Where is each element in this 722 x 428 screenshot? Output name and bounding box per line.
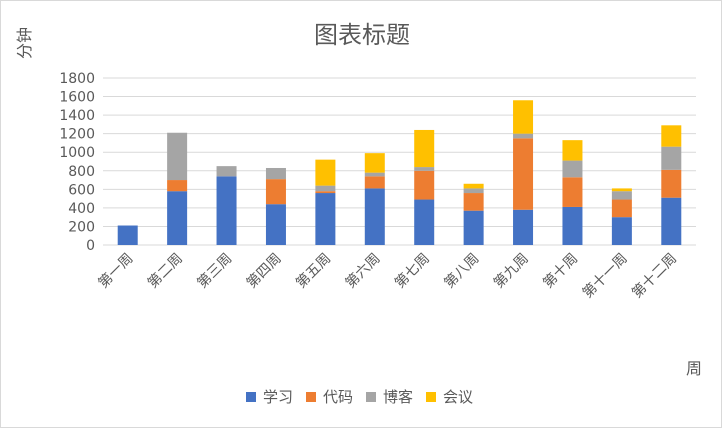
bar-segment bbox=[265, 204, 286, 245]
bar-segment bbox=[661, 197, 682, 245]
bar-segment bbox=[611, 191, 632, 200]
x-tick-label: 第八周 bbox=[441, 250, 483, 292]
bar-segment bbox=[611, 199, 632, 218]
legend-swatch bbox=[306, 392, 316, 402]
bar-segment bbox=[611, 217, 632, 245]
x-tick-label: 第五周 bbox=[292, 250, 334, 292]
legend-swatch bbox=[366, 392, 376, 402]
bar-segment bbox=[513, 209, 534, 245]
bars bbox=[117, 100, 682, 245]
bar-segment bbox=[315, 193, 336, 245]
bar-segment bbox=[661, 169, 682, 198]
bar-segment bbox=[265, 179, 286, 205]
y-tick-label: 600 bbox=[68, 182, 95, 198]
x-tick-label: 第四周 bbox=[243, 250, 285, 292]
x-tick-label: 第十二周 bbox=[629, 250, 681, 302]
y-tick-label: 800 bbox=[68, 164, 95, 180]
bar-segment bbox=[611, 188, 632, 192]
bar-segment bbox=[414, 170, 435, 200]
bar-segment bbox=[364, 188, 385, 245]
x-tick-label: 第九周 bbox=[490, 250, 532, 292]
legend: 学习 代码 博客 会议 bbox=[246, 388, 473, 406]
x-axis-label: 周 bbox=[686, 359, 702, 378]
legend-swatch bbox=[426, 392, 436, 402]
bar-segment bbox=[414, 129, 435, 168]
legend-label: 会议 bbox=[443, 388, 473, 406]
bar-segment bbox=[414, 167, 435, 171]
y-tick-label: 1000 bbox=[59, 145, 95, 161]
y-tick-label: 1600 bbox=[59, 90, 95, 106]
bar-segment bbox=[463, 183, 484, 189]
bar-segment bbox=[562, 177, 583, 207]
bar-segment bbox=[661, 146, 682, 170]
x-tick-label: 第三周 bbox=[194, 250, 236, 292]
x-tick-label: 第十一周 bbox=[579, 250, 631, 302]
legend-label: 博客 bbox=[383, 388, 413, 406]
gridlines bbox=[103, 77, 696, 246]
bar-segment bbox=[117, 225, 138, 245]
bar-segment bbox=[562, 206, 583, 245]
bar-segment bbox=[661, 125, 682, 147]
y-tick-label: 1400 bbox=[59, 108, 95, 124]
bar-segment bbox=[167, 180, 188, 192]
bar-segment bbox=[216, 176, 237, 245]
legend-label: 代码 bbox=[323, 388, 353, 406]
bar-segment bbox=[463, 193, 484, 211]
x-tick-label: 第二周 bbox=[144, 250, 186, 292]
bar-segment bbox=[414, 199, 435, 245]
bar-segment bbox=[463, 210, 484, 245]
x-tick-label: 第六周 bbox=[342, 250, 384, 292]
legend-swatch bbox=[246, 392, 256, 402]
bar-segment bbox=[167, 191, 188, 245]
x-tick-label: 第一周 bbox=[95, 250, 137, 292]
bar-segment bbox=[463, 188, 484, 194]
x-tick-label: 第十周 bbox=[540, 250, 582, 292]
bar-segment bbox=[364, 176, 385, 189]
bar-segment bbox=[513, 100, 534, 134]
chart-title: 图表标题 bbox=[314, 21, 410, 49]
x-tick-label: 第七周 bbox=[391, 250, 433, 292]
y-tick-label: 1200 bbox=[59, 127, 95, 143]
y-tick-label: 0 bbox=[86, 238, 95, 254]
bar-segment bbox=[216, 166, 237, 177]
bar-segment bbox=[513, 133, 534, 139]
bar-segment bbox=[562, 160, 583, 178]
y-tick-label: 200 bbox=[68, 219, 95, 235]
bar-segment bbox=[513, 138, 534, 210]
bar-segment bbox=[562, 140, 583, 161]
y-tick-labels: 0 200 400 600 800 1000 1200 1400 1600 1800 bbox=[59, 71, 95, 254]
bar-segment bbox=[167, 132, 188, 181]
bar-segment bbox=[265, 167, 286, 180]
legend-label: 学习 bbox=[263, 388, 293, 406]
bar-segment bbox=[315, 159, 336, 186]
bar-segment bbox=[315, 185, 336, 192]
bar-segment bbox=[364, 153, 385, 173]
y-axis-label: 分钟 bbox=[15, 27, 34, 59]
bar-segment bbox=[315, 191, 336, 194]
bar-segment bbox=[364, 172, 385, 177]
y-tick-label: 1800 bbox=[59, 71, 95, 87]
y-tick-label: 400 bbox=[68, 201, 95, 217]
